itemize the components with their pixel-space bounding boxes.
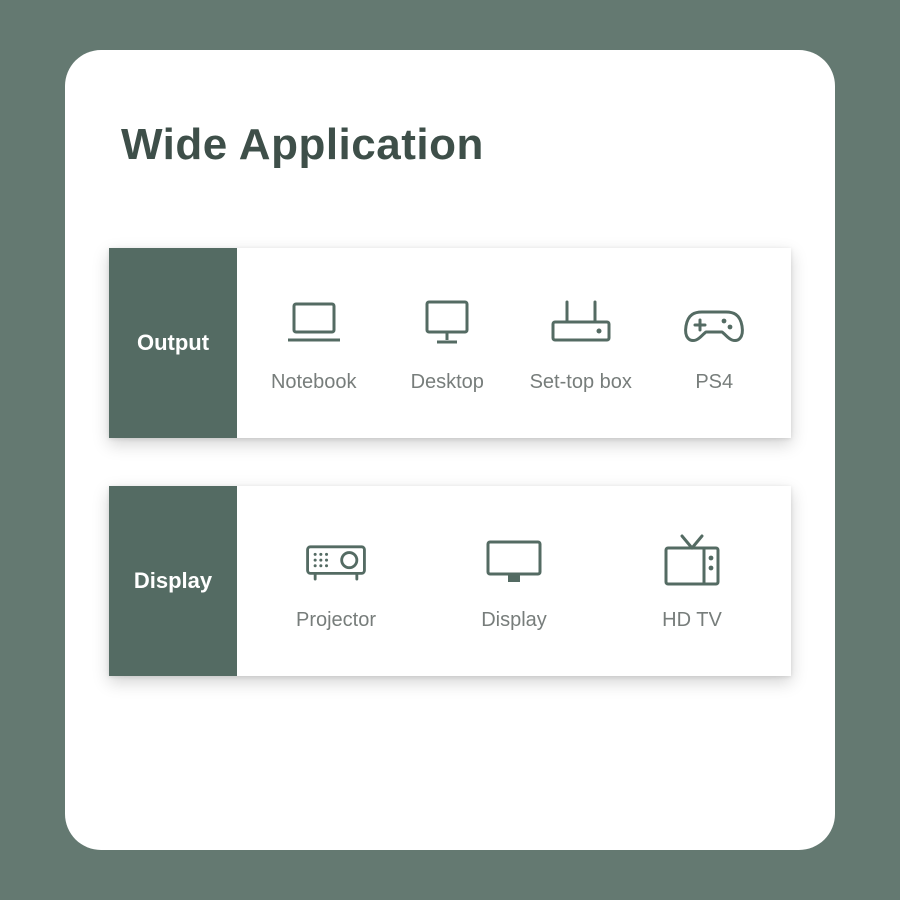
row-output-label: Output [109,248,237,438]
row-display-items: Projector Display [237,486,791,676]
item-desktop-label: Desktop [411,370,484,395]
row-output-items: Notebook Desktop [237,248,791,438]
settop-icon [545,292,617,356]
hdtv-icon [656,530,728,594]
item-settop: Set-top box [516,292,646,395]
item-display: Display [449,530,579,633]
row-display: Display [109,486,791,676]
item-notebook: Notebook [249,292,379,395]
row-output: Output Notebook [109,248,791,438]
desktop-icon [411,292,483,356]
item-projector: Projector [271,530,401,633]
gamepad-icon [678,292,750,356]
item-notebook-label: Notebook [271,370,357,395]
projector-icon [300,530,372,594]
item-hdtv-label: HD TV [662,608,722,633]
item-projector-label: Projector [296,608,376,633]
card-title: Wide Application [121,120,835,170]
notebook-icon [278,292,350,356]
info-card: Wide Application Output Notebook [65,50,835,850]
item-display-label: Display [481,608,547,633]
item-ps4: PS4 [649,292,779,395]
item-ps4-label: PS4 [695,370,733,395]
item-settop-label: Set-top box [530,370,632,395]
item-desktop: Desktop [382,292,512,395]
item-hdtv: HD TV [627,530,757,633]
display-icon [478,530,550,594]
row-display-label: Display [109,486,237,676]
